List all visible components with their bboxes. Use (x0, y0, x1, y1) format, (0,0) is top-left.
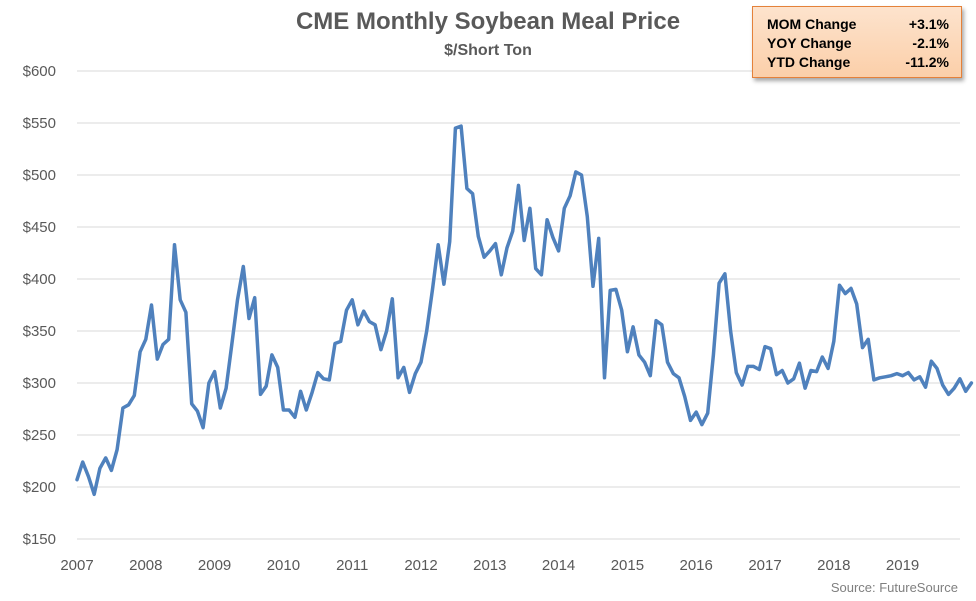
y-tick-label: $550 (23, 115, 56, 132)
series-layer (75, 124, 974, 497)
x-tick-label: 2007 (60, 557, 93, 574)
change-stats-box: MOM Change +3.1% YOY Change -2.1% YTD Ch… (752, 6, 962, 78)
stat-value: +3.1% (908, 16, 949, 32)
stat-row-yoy: YOY Change -2.1% (767, 34, 949, 53)
gridlines (77, 70, 960, 540)
x-tick-label: 2014 (542, 557, 575, 574)
x-tick-label: 2019 (886, 557, 919, 574)
y-tick-label: $600 (23, 63, 56, 80)
y-tick-label: $200 (23, 479, 56, 496)
x-tick-label: 2013 (473, 557, 506, 574)
x-tick-label: 2011 (336, 557, 368, 574)
x-tick-label: 2012 (404, 557, 437, 574)
stat-row-ytd: YTD Change -11.2% (767, 53, 949, 72)
y-tick-label: $500 (23, 167, 56, 184)
y-tick-label: $450 (23, 219, 56, 236)
stat-label: YOY Change (767, 35, 852, 51)
stat-label: YTD Change (767, 54, 851, 70)
stat-label: MOM Change (767, 16, 857, 32)
chart-subtitle: $/Short Ton (444, 42, 532, 59)
stat-value: -2.1% (912, 35, 949, 51)
y-tick-label: $150 (23, 531, 56, 548)
chart-title: CME Monthly Soybean Meal Price (295, 8, 681, 35)
x-tick-label: 2008 (129, 557, 162, 574)
series-line (75, 124, 974, 497)
y-tick-label: $400 (23, 271, 56, 288)
x-axis-tick-labels: 2007 2008 2009 2010 2011 2012 2013 2014 2015 2016… (60, 557, 919, 574)
x-tick-label: 2017 (748, 557, 781, 574)
stat-value: -11.2% (905, 54, 949, 70)
y-axis-tick-labels: $150 $200 $250 $300 $350 $400 $450 $500 $550 $600 (23, 63, 56, 548)
x-tick-label: 2010 (267, 557, 300, 574)
x-tick-label: 2016 (680, 557, 713, 574)
x-tick-label: 2015 (611, 557, 644, 574)
y-tick-label: $350 (23, 323, 56, 340)
x-tick-label: 2009 (198, 557, 231, 574)
source-note: Source: FutureSource (830, 580, 958, 595)
y-tick-label: $300 (23, 375, 56, 392)
stat-row-mom: MOM Change +3.1% (767, 15, 949, 34)
y-tick-label: $250 (23, 427, 56, 444)
x-tick-label: 2018 (817, 557, 850, 574)
